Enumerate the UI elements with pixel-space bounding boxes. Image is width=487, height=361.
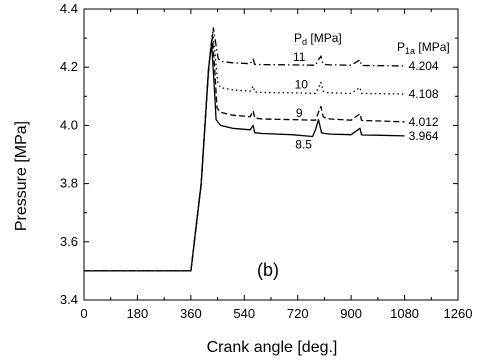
pd-header-unit: [MPa] (307, 31, 342, 45)
x-tick-label: 180 (127, 306, 149, 321)
y-axis-title: Pressure [MPa] (13, 121, 30, 231)
pd-header-symbol: P (294, 31, 302, 45)
x-tick-label: 540 (233, 306, 255, 321)
x-tick-label: 0 (80, 306, 87, 321)
y-tick-label: 3.6 (60, 234, 78, 249)
x-tick-label: 1080 (390, 306, 419, 321)
series-line-dotted (84, 31, 405, 272)
p1a-value-label: 4.204 (409, 59, 439, 73)
x-axis-ticks: 0 180 360 540 720 900 1080 1260 (80, 9, 472, 321)
y-tick-label: 4.2 (60, 59, 78, 74)
pd-value-label: 9 (296, 106, 303, 120)
series-line-dashdot (84, 27, 405, 272)
p1a-value-label: 4.012 (409, 115, 439, 129)
p1a-header-symbol: P (397, 40, 405, 54)
x-tick-label: 1260 (444, 306, 473, 321)
pd-value-label: 11 (293, 50, 306, 64)
series-line-solid (84, 43, 405, 272)
x-axis-title: Crank angle [deg.] (207, 339, 338, 356)
y-axis-ticks: 3.4 3.6 3.8 4.0 4.2 4.4 (60, 1, 458, 307)
p1a-value-label: 3.964 (409, 129, 439, 143)
series-lines (84, 27, 405, 272)
pd-value-label: 8.5 (295, 137, 312, 151)
pd-header: Pd [MPa] (294, 31, 342, 47)
p1a-header-unit: [MPa] (415, 40, 450, 54)
p1a-header-subscript: 1a (405, 46, 415, 56)
y-tick-label: 3.8 (60, 176, 78, 191)
p1a-header: P1a [MPa] (397, 40, 450, 56)
pd-value-label: 10 (295, 78, 309, 92)
panel-label: (b) (257, 260, 279, 280)
series-line-dashed (84, 34, 405, 272)
y-tick-label: 4.4 (60, 1, 78, 16)
y-tick-label: 4.0 (60, 117, 78, 132)
pd-header-subscript: d (302, 37, 307, 47)
x-tick-label: 900 (340, 306, 362, 321)
x-tick-label: 360 (180, 306, 202, 321)
series-labels: 8.5 3.964 9 4.012 10 4.108 11 4.204 (293, 50, 439, 151)
p1a-value-label: 4.108 (409, 87, 439, 101)
x-tick-label: 720 (287, 306, 309, 321)
y-tick-label: 3.4 (60, 292, 78, 307)
